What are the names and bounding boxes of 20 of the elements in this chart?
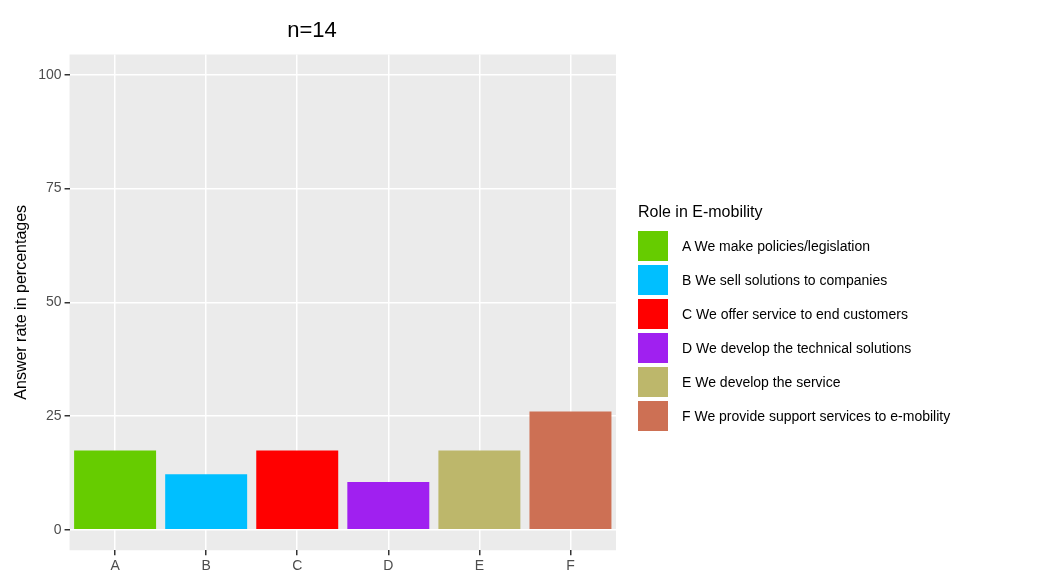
y-tick-label: 100 <box>38 65 62 82</box>
legend-label: F We provide support services to e-mobility <box>682 408 951 424</box>
y-tick-label: 50 <box>45 293 62 310</box>
chart-title: n=14 <box>287 17 337 43</box>
legend-label: C We offer service to end customers <box>682 306 908 322</box>
legend-label: B We sell solutions to companies <box>682 272 888 288</box>
x-tick-label: A <box>110 557 121 574</box>
x-tick-label: B <box>201 557 211 574</box>
legend-label: D We develop the technical solutions <box>682 340 912 356</box>
x-tick-label: C <box>292 557 303 574</box>
y-tick-label: 0 <box>53 520 62 537</box>
legend-label: E We develop the service <box>682 374 841 390</box>
x-tick-label: D <box>383 557 394 574</box>
y-axis-title: Answer rate in percentages <box>12 204 30 400</box>
x-tick-label: E <box>474 557 485 574</box>
legend-label: A We make policies/legislation <box>682 238 871 254</box>
legend-title: Role in E-mobility <box>638 203 764 221</box>
y-tick-label: 25 <box>45 406 62 423</box>
x-tick-label: F <box>566 557 575 574</box>
y-tick-label: 75 <box>45 179 62 196</box>
